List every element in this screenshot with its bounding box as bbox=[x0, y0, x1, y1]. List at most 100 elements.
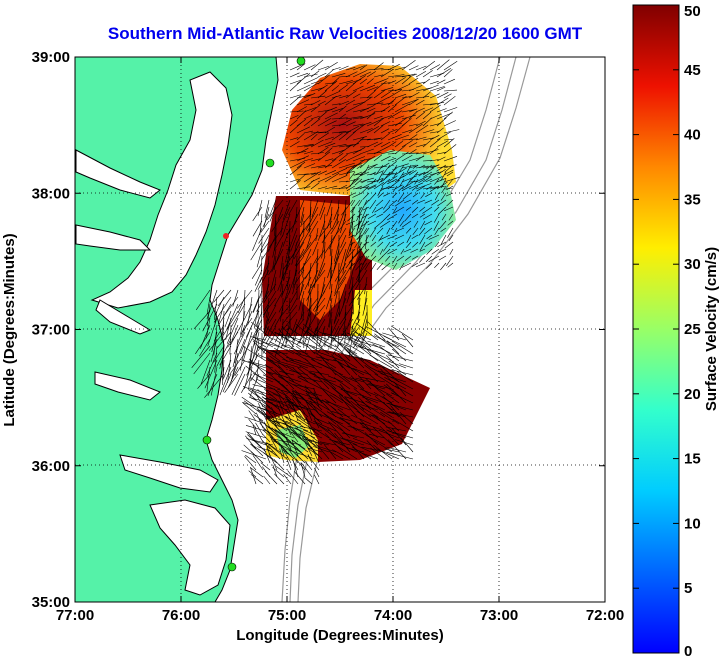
velocity-vector bbox=[310, 118, 321, 127]
velocity-vector bbox=[269, 206, 277, 222]
velocity-vector bbox=[359, 121, 372, 127]
velocity-vector bbox=[296, 345, 316, 362]
velocity-vector bbox=[302, 323, 323, 341]
velocity-vector bbox=[436, 140, 449, 148]
velocity-vector bbox=[317, 141, 333, 148]
velocity-vector bbox=[289, 115, 299, 120]
velocity-vector bbox=[318, 325, 326, 347]
velocity-vector bbox=[366, 383, 386, 390]
velocity-vector bbox=[377, 241, 384, 248]
velocity-vector bbox=[436, 177, 447, 183]
velocity-vector bbox=[315, 227, 319, 242]
velocity-vector bbox=[324, 112, 338, 120]
velocity-vector bbox=[265, 326, 281, 341]
velocity-vector bbox=[324, 170, 337, 176]
velocity-vector bbox=[352, 255, 361, 271]
velocity-vector bbox=[380, 115, 393, 120]
velocity-vector bbox=[288, 449, 316, 460]
velocity-vector bbox=[345, 67, 356, 71]
velocity-vector bbox=[419, 206, 426, 212]
velocity-vector bbox=[285, 241, 291, 263]
velocity-vector bbox=[252, 455, 264, 471]
velocity-vector bbox=[314, 304, 319, 319]
velocity-vector bbox=[359, 394, 386, 404]
velocity-vector bbox=[252, 339, 267, 348]
velocity-vector bbox=[398, 185, 405, 192]
velocity-vector bbox=[416, 185, 426, 192]
velocity-vector bbox=[401, 175, 417, 183]
velocity-vector bbox=[270, 350, 288, 355]
velocity-vector bbox=[328, 421, 344, 432]
velocity-vector bbox=[301, 340, 316, 355]
velocity-vector bbox=[329, 416, 351, 432]
velocity-vector bbox=[371, 206, 377, 214]
velocity-vector bbox=[411, 234, 419, 239]
velocity-vector bbox=[254, 391, 264, 408]
velocity-vector bbox=[386, 393, 400, 404]
velocity-vector bbox=[448, 234, 454, 241]
velocity-vector bbox=[307, 269, 319, 294]
velocity-vector bbox=[345, 116, 363, 120]
velocity-vector bbox=[359, 388, 379, 397]
velocity-vector bbox=[373, 80, 387, 92]
velocity-vector bbox=[312, 325, 319, 340]
velocity-vector bbox=[356, 410, 379, 425]
velocity-vector bbox=[232, 345, 239, 368]
velocity-vector bbox=[348, 213, 354, 234]
velocity-vector bbox=[429, 93, 440, 99]
velocity-vector bbox=[317, 65, 330, 71]
velocity-vector bbox=[331, 255, 340, 279]
velocity-vector bbox=[256, 248, 263, 268]
velocity-vector bbox=[352, 136, 365, 148]
velocity-vector bbox=[296, 186, 311, 190]
velocity-vector bbox=[346, 185, 356, 191]
velocity-vector bbox=[401, 170, 414, 176]
velocity-vector bbox=[381, 262, 391, 271]
velocity-vector bbox=[302, 262, 305, 278]
velocity-vector bbox=[359, 96, 373, 99]
velocity-vector bbox=[317, 100, 326, 106]
velocity-vector bbox=[447, 227, 454, 238]
velocity-vector bbox=[340, 234, 347, 248]
velocity-vector bbox=[333, 359, 351, 369]
velocity-vector bbox=[291, 439, 306, 450]
velocity-vector bbox=[313, 421, 337, 432]
velocity-vector bbox=[240, 310, 246, 335]
velocity-vector bbox=[301, 438, 330, 446]
velocity-vector bbox=[369, 354, 393, 369]
velocity-vector bbox=[323, 380, 344, 397]
velocity-vector bbox=[443, 129, 460, 134]
velocity-vector bbox=[415, 81, 426, 85]
velocity-vector bbox=[401, 129, 413, 134]
velocity-vector bbox=[364, 227, 370, 235]
velocity-vector bbox=[329, 450, 344, 460]
velocity-vector bbox=[296, 173, 309, 176]
velocity-vector bbox=[368, 255, 377, 264]
velocity-vector bbox=[419, 220, 426, 230]
velocity-vector bbox=[436, 117, 447, 127]
velocity-vector bbox=[373, 97, 389, 106]
velocity-vector bbox=[251, 262, 263, 279]
velocity-vector bbox=[338, 162, 355, 169]
velocity-vector bbox=[429, 134, 440, 141]
velocity-vector bbox=[334, 432, 351, 453]
velocity-vector bbox=[415, 155, 425, 162]
velocity-vector bbox=[278, 376, 302, 390]
velocity-vector bbox=[418, 227, 426, 236]
velocity-vector bbox=[298, 411, 306, 422]
velocity-vector bbox=[334, 262, 347, 282]
velocity-vector bbox=[443, 139, 453, 141]
velocity-vector bbox=[361, 426, 379, 432]
colorbar-tick-label: 5 bbox=[684, 580, 692, 597]
velocity-vector bbox=[303, 130, 313, 134]
velocity-vector bbox=[404, 213, 412, 222]
velocity-vector bbox=[330, 318, 333, 337]
velocity-vector bbox=[348, 269, 354, 290]
velocity-vector bbox=[434, 192, 440, 201]
velocity-vector bbox=[299, 227, 312, 248]
velocity-vector bbox=[277, 440, 288, 453]
velocity-vector bbox=[426, 234, 433, 240]
velocity-vector bbox=[397, 192, 405, 203]
velocity-vector bbox=[362, 297, 368, 316]
velocity-vector bbox=[383, 206, 391, 214]
